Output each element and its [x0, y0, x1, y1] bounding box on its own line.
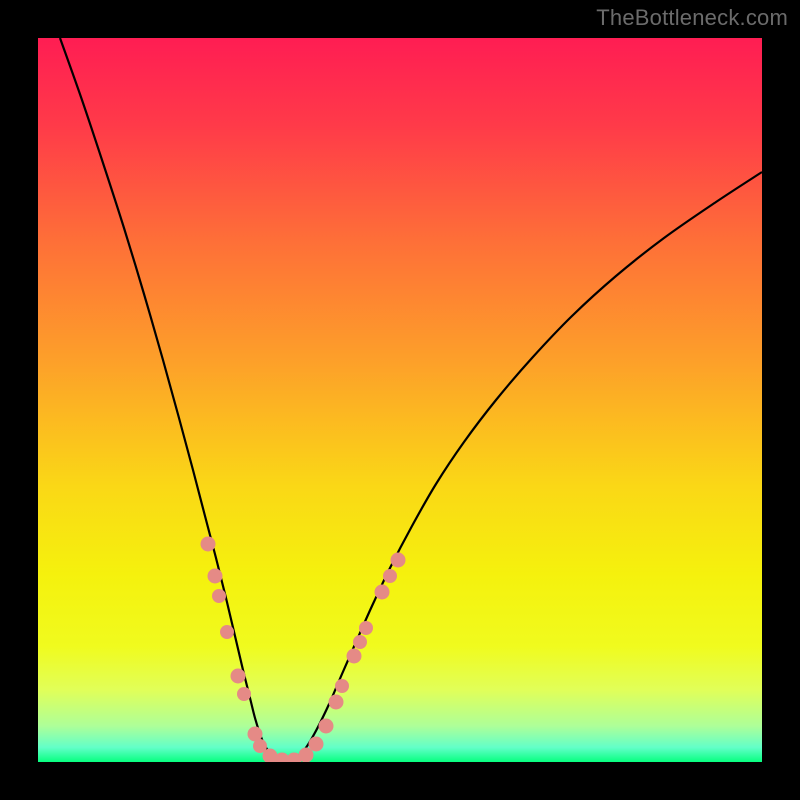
- data-marker: [237, 687, 251, 701]
- data-marker: [319, 719, 334, 734]
- data-marker: [391, 553, 406, 568]
- plot-area: [38, 38, 762, 762]
- data-marker: [231, 669, 246, 684]
- data-marker: [347, 649, 362, 664]
- watermark-text: TheBottleneck.com: [596, 5, 788, 31]
- data-marker: [220, 625, 234, 639]
- data-marker: [383, 569, 397, 583]
- gradient-background: [38, 38, 762, 762]
- data-marker: [309, 737, 324, 752]
- data-marker: [353, 635, 367, 649]
- data-marker: [335, 679, 349, 693]
- data-marker: [359, 621, 373, 635]
- data-marker: [208, 569, 223, 584]
- data-marker: [375, 585, 390, 600]
- data-marker: [201, 537, 216, 552]
- data-marker: [329, 695, 344, 710]
- data-marker: [212, 589, 226, 603]
